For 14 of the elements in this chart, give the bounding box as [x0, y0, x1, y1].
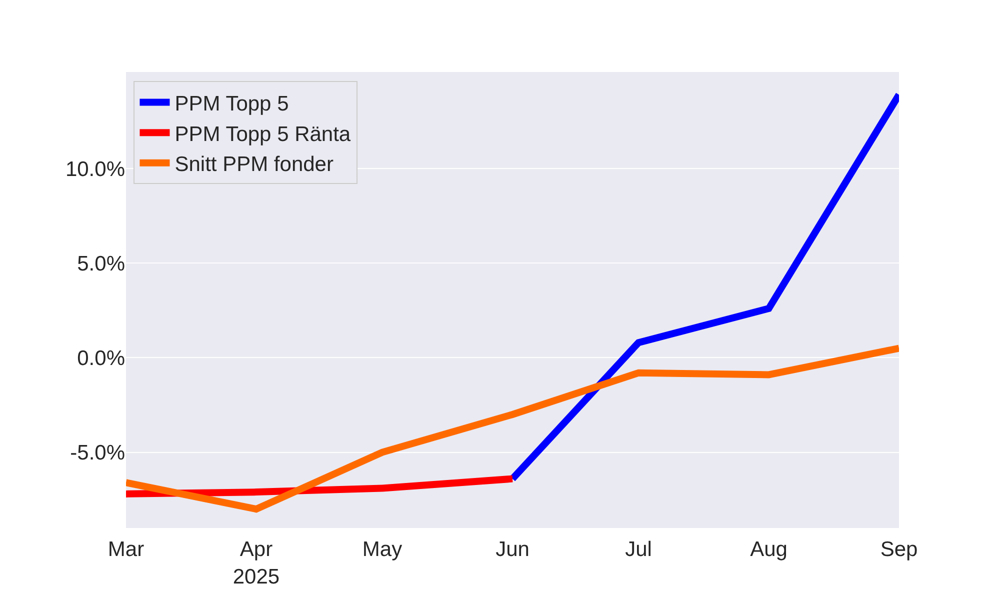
- legend-label: Snitt PPM fonder: [174, 153, 334, 176]
- y-tick-label: 10.0%: [65, 158, 125, 181]
- x-tick-label: Apr 2025: [232, 538, 280, 588]
- x-tick-label: May: [362, 538, 403, 561]
- x-tick-label: Aug: [750, 538, 788, 561]
- x-tick-label: Jun: [496, 538, 530, 561]
- y-tick-label: 5.0%: [77, 252, 125, 276]
- x-tick-label: Sep: [880, 538, 918, 561]
- x-tick-label: Jul: [625, 538, 652, 561]
- x-tick-label: Mar: [108, 538, 144, 561]
- y-tick-label: -5.0%: [70, 442, 125, 465]
- legend-label: PPM Topp 5: [174, 92, 289, 116]
- y-tick-label: 0.0%: [77, 347, 125, 370]
- legend-label: PPM Topp 5 Ränta: [174, 122, 351, 146]
